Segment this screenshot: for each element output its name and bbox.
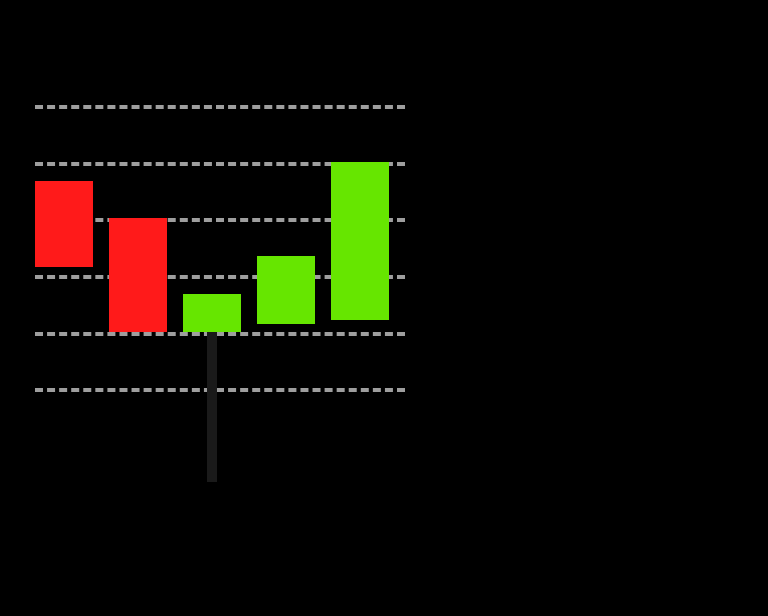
candlestick-chart	[0, 0, 768, 616]
gridline	[35, 105, 405, 109]
candle-body	[35, 181, 93, 268]
gridline	[35, 332, 405, 336]
candle-body	[183, 294, 241, 332]
candle-body	[109, 218, 167, 331]
candle-body	[257, 256, 315, 324]
candle-body	[331, 162, 389, 320]
gridline	[35, 388, 405, 392]
